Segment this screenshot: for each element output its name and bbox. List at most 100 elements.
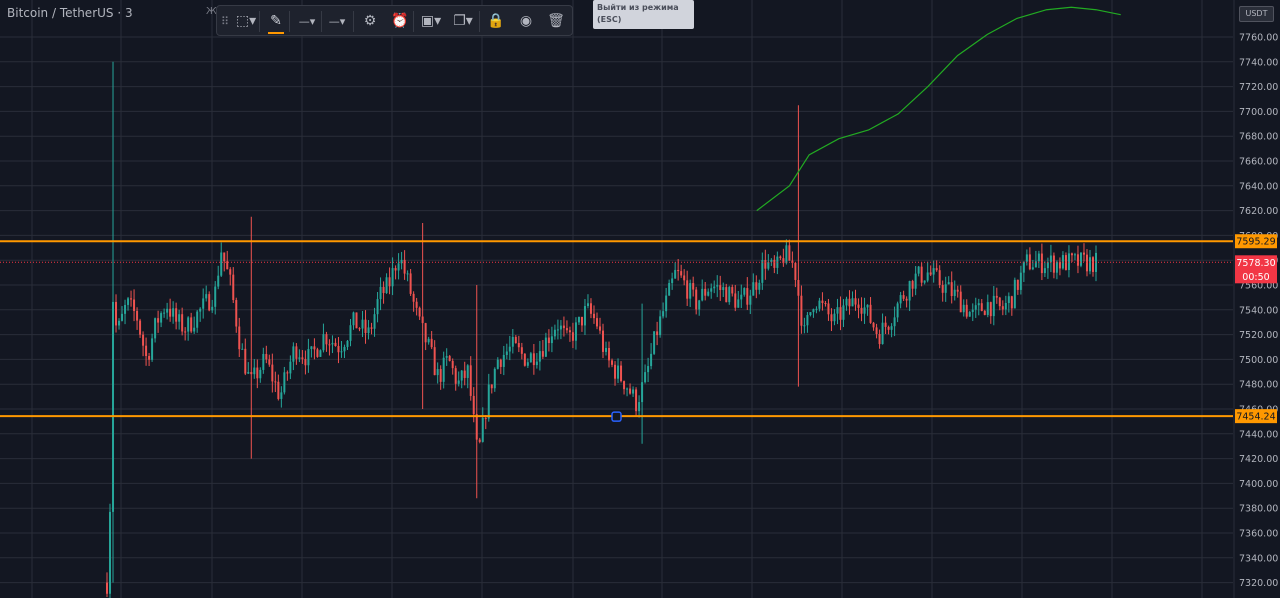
candle-body [695, 289, 698, 310]
candle-body [526, 362, 529, 366]
candle-body [286, 372, 289, 374]
alert-icon[interactable]: ⏰ [391, 13, 409, 29]
candle-body [502, 354, 505, 367]
line-style-icon[interactable]: —▾ [298, 14, 316, 28]
candle-body [728, 287, 731, 303]
candle-body [385, 277, 388, 294]
trash-icon[interactable]: 🗑 [547, 13, 565, 29]
line-width-icon[interactable]: —▾ [328, 14, 346, 28]
candle-body [592, 313, 595, 319]
candle-body [959, 291, 962, 313]
candle-body [274, 381, 277, 383]
candle-body [157, 318, 160, 323]
candle-body [265, 353, 268, 360]
freehand-drawing[interactable] [756, 6, 1121, 212]
clone-icon[interactable]: ❐▾ [453, 13, 473, 29]
candle-body [139, 320, 142, 335]
candle-body [710, 288, 713, 292]
candle-body [743, 288, 746, 295]
candle-body [809, 312, 812, 316]
candle-body [577, 316, 580, 323]
candle-body [292, 346, 295, 362]
candle-body [481, 417, 484, 442]
candle-body [556, 329, 559, 331]
candle-body [124, 304, 127, 314]
toolbar-separator [289, 11, 290, 32]
candle-body [950, 282, 953, 297]
candle-body [764, 260, 767, 269]
candle-body [187, 317, 190, 332]
candle-body [151, 338, 154, 360]
candle-body [770, 259, 773, 263]
candle-body [941, 285, 944, 293]
candle-body [583, 306, 586, 326]
candle-body [235, 300, 238, 327]
visibility-icon[interactable]: ◉ [519, 13, 533, 29]
candle-body [544, 337, 547, 357]
candle-body [680, 271, 683, 276]
price-axis-panel[interactable] [1234, 0, 1280, 598]
candle-body [767, 262, 770, 269]
candle-body [196, 311, 199, 328]
candle-body [647, 366, 650, 373]
candle-body [1049, 255, 1052, 263]
candle-body [755, 282, 758, 290]
candle-body [106, 582, 108, 594]
candle-body [1082, 252, 1085, 255]
pencil-icon[interactable]: ✎ [263, 9, 289, 34]
candle-body [803, 325, 806, 327]
candle-body [313, 346, 316, 350]
candle-body [598, 326, 601, 331]
candle-body [466, 365, 469, 378]
currency-badge[interactable]: USDT [1239, 6, 1274, 22]
candle-body [968, 312, 971, 317]
candle-body [659, 316, 662, 336]
candle-body [956, 289, 959, 292]
candle-body [971, 309, 974, 313]
candle-body [142, 334, 145, 346]
candle-body [827, 303, 830, 315]
candle-body [794, 262, 797, 280]
drag-handle-icon[interactable]: ⠿ [220, 14, 230, 28]
candle-body [439, 369, 442, 382]
candle-body [845, 298, 848, 306]
candle-body [223, 252, 226, 262]
candle-body [1095, 252, 1097, 272]
candle-body [863, 307, 866, 314]
candle-body [998, 297, 1001, 307]
candle-body [490, 384, 493, 389]
candle-body [761, 260, 764, 283]
candle-body [812, 309, 815, 313]
candle-body [746, 288, 749, 305]
y-tick-label: 7640.00 [1239, 181, 1278, 192]
candle-body [310, 346, 313, 350]
y-tick-label: 7380.00 [1239, 504, 1278, 515]
candle-body [878, 334, 881, 345]
candle-body [662, 311, 665, 317]
candle-body [406, 273, 409, 275]
level-anchor-handle[interactable] [611, 411, 622, 422]
lock-icon[interactable]: 🔒 [487, 13, 505, 29]
candle-body [842, 305, 845, 320]
candle-body [953, 289, 956, 297]
candle-body [424, 323, 427, 343]
y-tick-label: 7660.00 [1239, 157, 1278, 168]
candle-body [911, 281, 914, 289]
candle-body [130, 298, 133, 300]
y-tick-label: 7620.00 [1239, 206, 1278, 217]
visual-order-icon[interactable]: ▣▾ [420, 13, 442, 29]
candle-body [818, 300, 821, 309]
candle-body [589, 303, 592, 314]
settings-icon[interactable]: ⚙ [363, 13, 377, 29]
candle-body [824, 303, 827, 305]
candle-body [734, 293, 737, 308]
candle-body [908, 281, 911, 301]
select-area-icon[interactable]: ⬚▾ [235, 13, 257, 29]
candle-body [316, 349, 319, 357]
candle-body [181, 314, 184, 332]
candle-body [349, 325, 352, 341]
candle-body [532, 353, 535, 366]
candle-body [989, 302, 992, 317]
